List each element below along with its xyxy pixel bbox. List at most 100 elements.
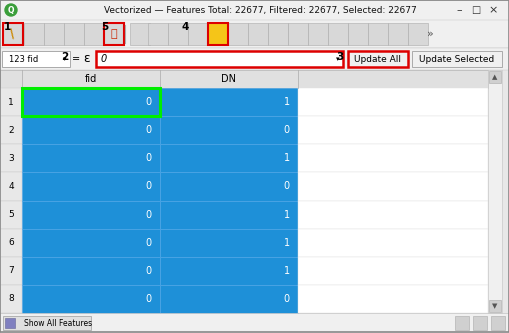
Text: 0: 0 [146,153,152,163]
Bar [130,23,150,45]
Circle shape [5,4,17,16]
Bar [64,23,84,45]
Text: ▼: ▼ [491,303,497,309]
Bar [472,316,486,330]
Text: 1: 1 [8,98,14,107]
Text: 0: 0 [146,125,152,135]
Bar [0,229,22,257]
Bar [22,88,160,116]
Text: Update Selected: Update Selected [418,55,494,64]
Bar [297,285,487,313]
Bar [84,23,104,45]
Text: 123 fid: 123 fid [9,55,39,64]
Bar [0,88,22,116]
Bar [411,51,501,67]
Text: □: □ [470,5,479,15]
Text: 0: 0 [284,181,290,191]
Text: 0: 0 [101,54,107,64]
Bar [327,23,347,45]
Bar [247,23,267,45]
Bar [0,0,509,20]
Bar [267,23,288,45]
Text: ×: × [487,5,497,15]
Text: Update All: Update All [354,55,401,64]
Bar [297,229,487,257]
Text: ▾: ▾ [63,56,67,62]
Bar [148,23,167,45]
Text: –: – [455,5,461,15]
Bar [228,23,247,45]
Bar [490,316,504,330]
Text: 1: 1 [4,22,11,32]
Bar [297,257,487,285]
Bar [0,144,22,172]
Text: 1: 1 [284,209,290,219]
Bar [22,257,160,285]
Text: /: / [8,27,18,41]
Bar [0,313,509,333]
Text: fid: fid [84,74,97,84]
Bar [297,116,487,144]
Bar [188,23,208,45]
Bar [44,23,64,45]
Text: ▾: ▾ [335,56,339,62]
Bar [160,229,297,257]
Bar [454,316,468,330]
Bar [22,172,160,200]
Text: 0: 0 [284,125,290,135]
Bar [24,23,44,45]
Bar [208,23,228,45]
Bar [96,51,343,67]
Bar [22,200,160,229]
Bar [3,23,23,45]
Text: 0: 0 [284,294,290,304]
Bar [160,285,297,313]
Text: 1: 1 [284,266,290,276]
Text: 6: 6 [8,238,14,247]
Text: Vectorized — Features Total: 22677, Filtered: 22677, Selected: 22677: Vectorized — Features Total: 22677, Filt… [103,6,415,15]
Bar [288,23,307,45]
Bar [347,23,367,45]
Text: 4: 4 [8,182,14,191]
Text: 1: 1 [284,153,290,163]
Bar [160,200,297,229]
Bar [22,88,160,116]
Text: 5: 5 [101,22,108,32]
Bar [160,257,297,285]
Bar [22,144,160,172]
Bar [2,51,70,67]
Bar [367,23,387,45]
Bar [5,318,15,328]
Text: 0: 0 [146,238,152,248]
Text: 1: 1 [284,238,290,248]
Bar [347,51,407,67]
Bar [160,116,297,144]
Bar [22,116,160,144]
Bar [0,48,509,70]
Text: ⛔: ⛔ [110,29,117,39]
Bar [387,23,407,45]
Text: 7: 7 [8,266,14,275]
Bar [0,70,487,88]
Bar [0,172,22,200]
Text: DN: DN [221,74,236,84]
Text: 0: 0 [146,294,152,304]
Bar [160,144,297,172]
Text: 2: 2 [8,126,14,135]
Bar [3,316,91,330]
Bar [488,71,500,83]
Bar [22,285,160,313]
Bar [104,23,124,45]
Text: 0: 0 [146,181,152,191]
Bar [22,229,160,257]
Text: 3: 3 [8,154,14,163]
Bar [167,23,188,45]
Text: =: = [72,54,80,64]
Bar [487,70,501,313]
Text: 4: 4 [181,22,188,32]
Bar [407,23,427,45]
Text: 1: 1 [284,97,290,107]
Bar [104,23,124,45]
Bar [160,88,297,116]
Text: 2: 2 [61,52,69,62]
